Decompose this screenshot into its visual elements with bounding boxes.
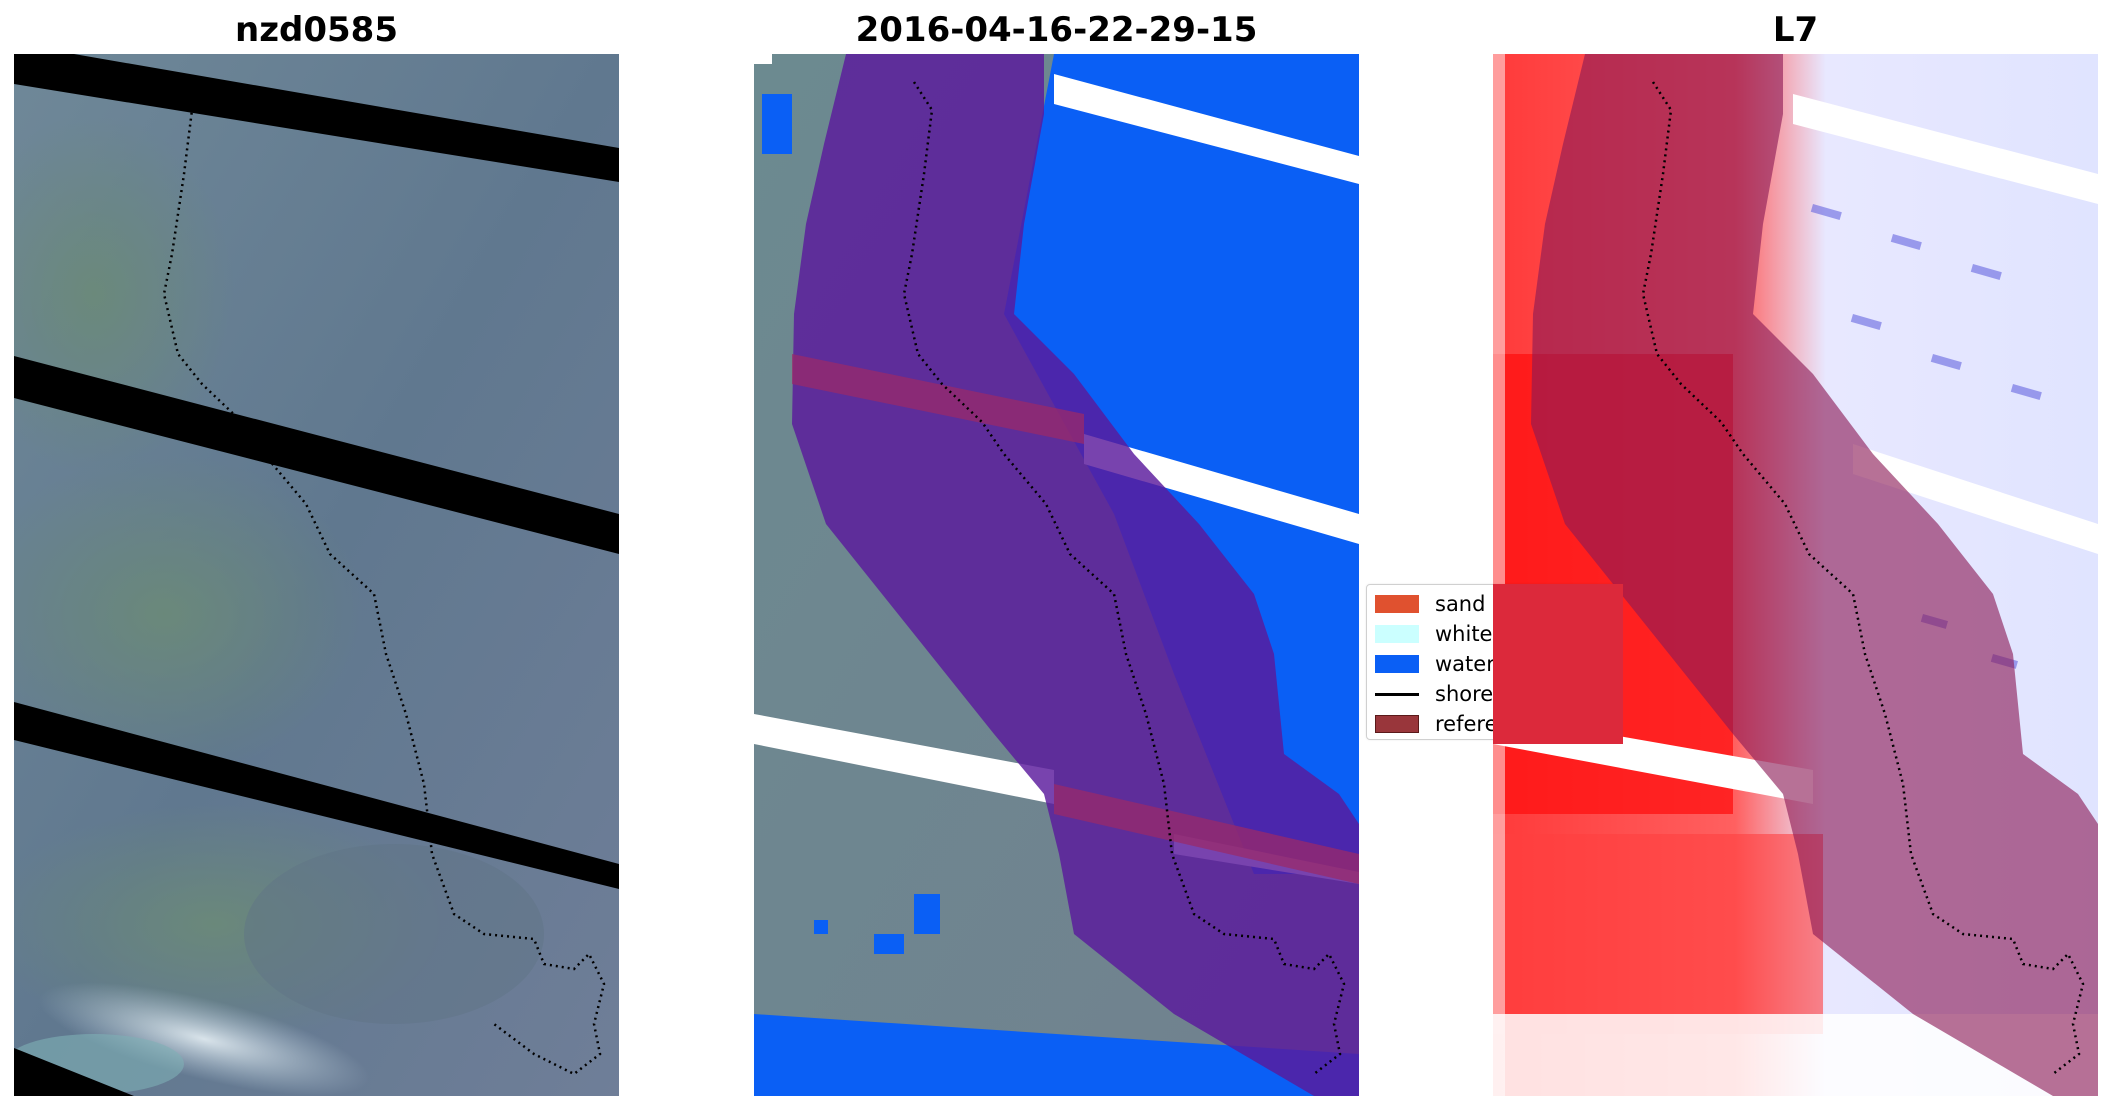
panel-rgb-image: nzd0585 [14, 0, 619, 1108]
panel-index-image: L7 [1493, 0, 2098, 1108]
legend-item-shoreline: shoreline [1375, 681, 1531, 707]
legend-item-water: water [1375, 651, 1495, 677]
scanline-gap-1 [14, 54, 619, 182]
legend: sand whitewater water shoreline referenc… [1366, 584, 1616, 740]
scanline-gap-4 [14, 1048, 134, 1096]
legend-swatch-water [1375, 655, 1419, 673]
index-image [1493, 54, 2098, 1096]
legend-item-whitewater: whitewater [1375, 621, 1552, 647]
legend-swatch-sand [1375, 595, 1419, 613]
panel-title-classification: 2016-04-16-22-29-15 [855, 10, 1258, 50]
panel-title-rgb: nzd0585 [235, 10, 398, 50]
shoreline-trace-index [1641, 81, 2085, 1075]
classified-image [754, 54, 1359, 1096]
rgb-satellite-image [14, 54, 619, 1096]
legend-swatch-reference-buffer [1375, 715, 1419, 733]
panel-classification: 2016-04-16-22-29-15 [754, 0, 1359, 1108]
scanline-gap-3 [14, 702, 619, 889]
reference-buffer-overlay-index [1531, 54, 2098, 1096]
legend-line-shoreline [1375, 692, 1419, 696]
legend-swatch-whitewater [1375, 625, 1419, 643]
panel-title-index: L7 [1772, 10, 1819, 50]
legend-item-sand: sand [1375, 591, 1485, 617]
scanline-gap-2 [14, 356, 619, 554]
legend-item-reference-buffer: reference shoreline buffer [1375, 711, 1615, 737]
shoreline-trace-classified [902, 81, 1346, 1075]
